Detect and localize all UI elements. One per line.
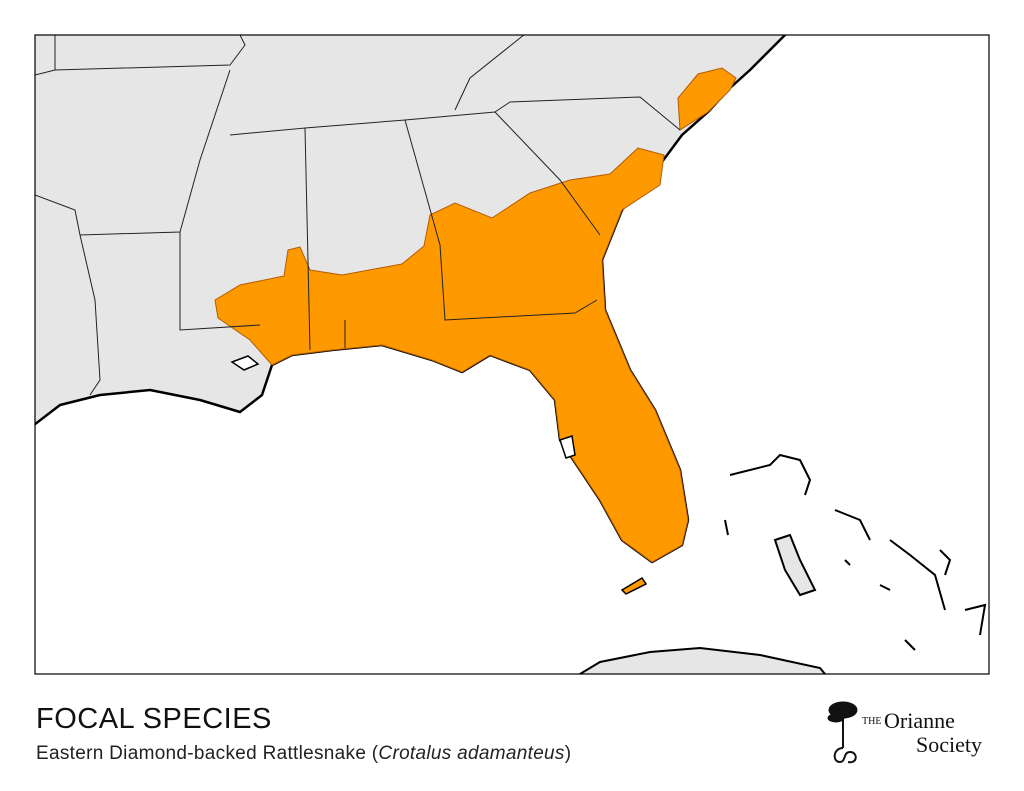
map-body [35,35,989,674]
logo-the: THE [862,716,882,727]
subtitle: Eastern Diamond-backed Rattlesnake (Crot… [36,743,571,765]
lake [230,355,260,371]
logo-name: Society [916,732,982,757]
species-range [214,147,689,563]
borders [35,35,681,396]
map-frame [34,34,990,675]
logo-tree [827,701,858,764]
keys [620,576,648,595]
scientific-name: Crotalus adamanteus [378,743,565,764]
common-name: Eastern Diamond-backed Rattlesnake ( [36,743,379,764]
subtitle-close: ) [564,743,572,764]
title: FOCAL SPECIES [36,703,272,735]
cuba [578,646,827,674]
species-range [677,67,737,131]
bay [559,435,576,459]
logo-name: Orianne [884,708,955,733]
bahamas [724,453,987,651]
